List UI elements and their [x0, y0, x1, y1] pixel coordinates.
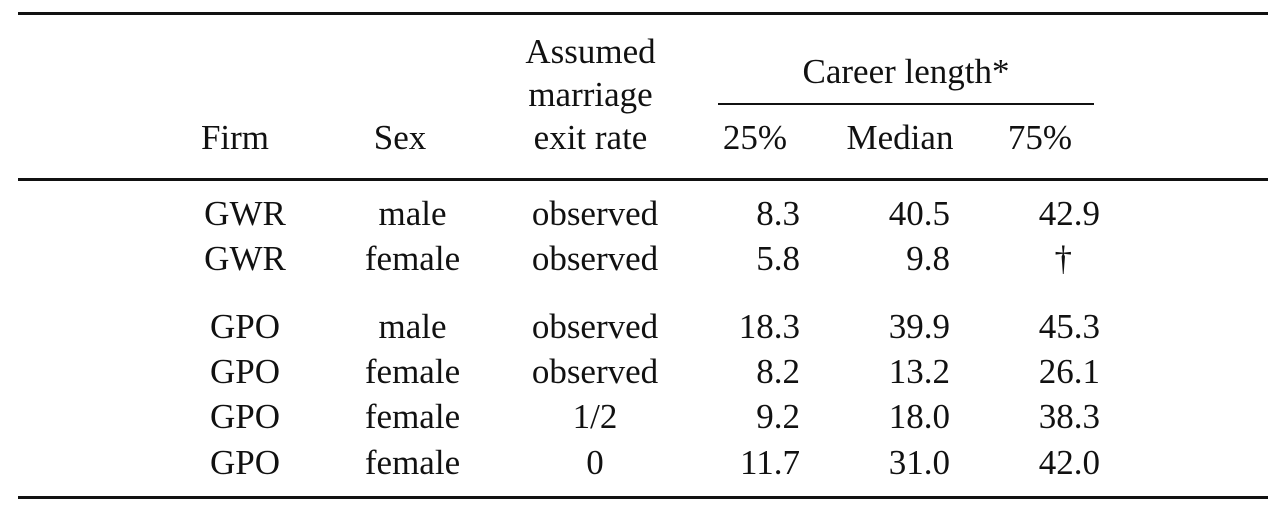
bottom-rule [18, 496, 1268, 499]
row-5-firm: GPO [209, 397, 281, 436]
row-6-median: 31.0 [888, 443, 950, 482]
row-4-rate: observed [531, 352, 659, 391]
career-length-span-rule [718, 103, 1094, 105]
row-1-rate: observed [531, 194, 659, 233]
row-1-sex: male [378, 194, 447, 233]
header-75-percent: 75% [1007, 118, 1073, 157]
row-5-median: 18.0 [888, 397, 950, 436]
row-3-sex: male [378, 307, 447, 346]
header-career-length: Career length* [802, 52, 1010, 91]
header-firm: Firm [200, 118, 270, 157]
top-rule [18, 12, 1268, 15]
header-assumed-marriage-exit-rate: Assumed marriage exit rate [478, 30, 703, 159]
row-2-p75: † [1054, 239, 1073, 278]
row-3-p25: 18.3 [738, 307, 800, 346]
row-3-rate: observed [531, 307, 659, 346]
row-4-median: 13.2 [888, 352, 950, 391]
row-6-p25: 11.7 [740, 443, 800, 482]
row-6-p75: 42.0 [1038, 443, 1100, 482]
row-3-median: 39.9 [888, 307, 950, 346]
row-2-median: 9.8 [906, 239, 950, 278]
header-assumed-line2: marriage [528, 75, 653, 114]
row-4-p75: 26.1 [1038, 352, 1100, 391]
row-5-p25: 9.2 [756, 397, 800, 436]
row-6-firm: GPO [209, 443, 281, 482]
row-2-firm: GWR [204, 239, 286, 278]
row-3-p75: 45.3 [1038, 307, 1100, 346]
row-1-p75: 42.9 [1038, 194, 1100, 233]
row-4-sex: female [364, 352, 461, 391]
header-assumed-line1: Assumed [525, 32, 656, 71]
row-1-p25: 8.3 [756, 194, 800, 233]
header-assumed-line3: exit rate [533, 118, 648, 157]
row-4-firm: GPO [209, 352, 281, 391]
row-3-firm: GPO [209, 307, 281, 346]
row-5-sex: female [364, 397, 461, 436]
row-6-rate: 0 [586, 443, 604, 482]
row-4-p25: 8.2 [756, 352, 800, 391]
row-5-p75: 38.3 [1038, 397, 1100, 436]
row-6-sex: female [364, 443, 461, 482]
header-median: Median [846, 118, 954, 157]
header-sex: Sex [373, 118, 427, 157]
row-1-median: 40.5 [888, 194, 950, 233]
row-1-firm: GWR [204, 194, 286, 233]
row-5-rate: 1/2 [572, 397, 618, 436]
header-25-percent: 25% [722, 118, 788, 157]
row-2-sex: female [364, 239, 461, 278]
header-rule [18, 178, 1268, 181]
row-2-rate: observed [531, 239, 659, 278]
row-2-p25: 5.8 [756, 239, 800, 278]
